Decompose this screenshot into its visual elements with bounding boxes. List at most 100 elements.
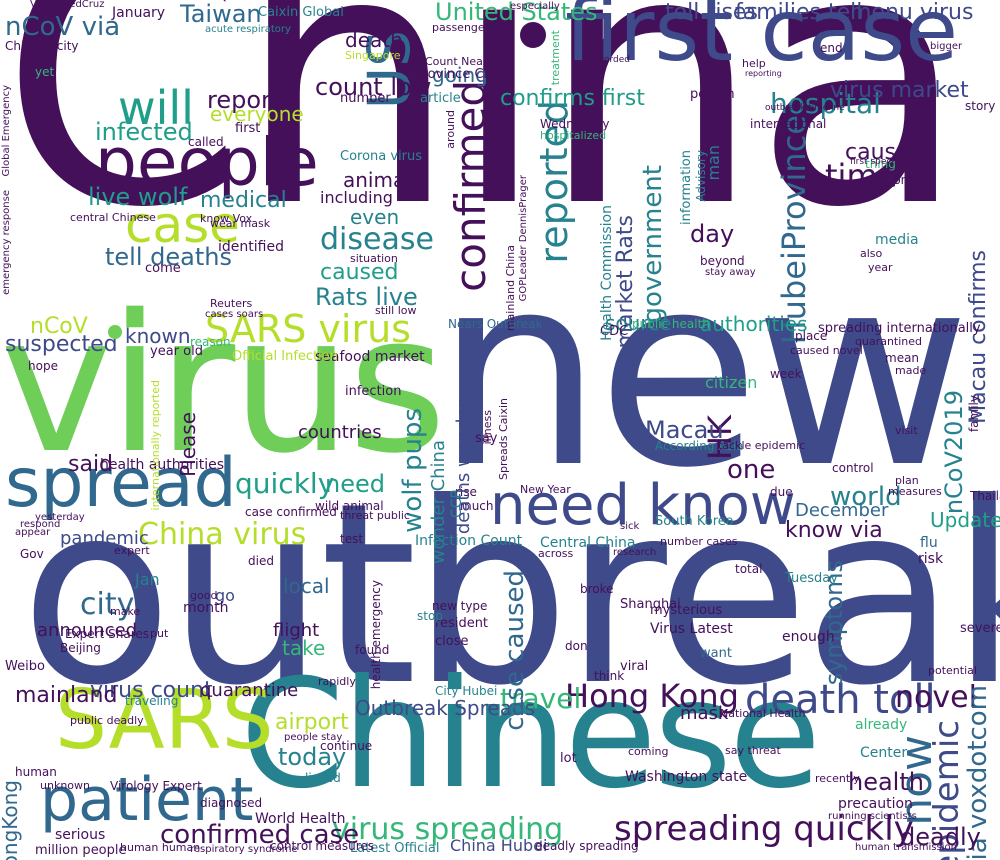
word-including: including — [320, 188, 393, 207]
word-measures: measures — [888, 485, 942, 498]
word-public-deadly: public deadly — [70, 714, 144, 727]
word-respond: respond — [20, 519, 61, 530]
word-jan: Jan — [135, 570, 160, 589]
word-risk: risk — [918, 551, 944, 567]
word-year: year — [868, 261, 893, 274]
word-taiwan: Taiwan — [180, 0, 262, 28]
word-cases-soars: cases soars — [205, 309, 264, 320]
word-spreads-caixin: Spreads Caixin — [497, 398, 510, 480]
word-coming: coming — [628, 745, 669, 758]
word-hong-kong: Hong Kong — [565, 677, 739, 715]
word-caused: caused — [320, 260, 399, 285]
word-diagnosed: diagnosed — [200, 796, 263, 810]
word-wednesday: Wednesday — [540, 117, 610, 131]
word-case: case — [125, 196, 240, 254]
word-potential: potential — [928, 664, 977, 677]
word-gopleader: GOPLeader DennisPrager — [518, 175, 529, 302]
word-live-wolf: live wolf — [88, 183, 188, 211]
word-patient: patient — [40, 765, 254, 835]
word-quickly: quickly — [235, 467, 335, 500]
word-unknown: unknown — [40, 779, 90, 792]
word-take: take — [282, 636, 326, 660]
word-cdc: CDC — [600, 324, 629, 339]
word-official-infection: Official Infection — [232, 349, 338, 364]
word-beyond: beyond — [700, 254, 745, 268]
word-nears-outbreak: Nears Outbreak — [448, 317, 543, 331]
word-say: say — [475, 431, 498, 446]
word-suspected: suspected — [5, 332, 118, 357]
word-vp-sentedcruz: VP SenTedCruz — [30, 0, 105, 10]
word-serious: serious — [55, 827, 106, 843]
word-precaution: precaution — [838, 796, 913, 812]
word-december: December — [795, 500, 889, 521]
word-virology-expert: Virology Expert — [110, 779, 202, 793]
word-gov: Gov — [20, 547, 44, 561]
word-virus-latest: Virus Latest — [650, 621, 733, 637]
word-health-commission: Health Commission — [599, 205, 615, 341]
word-wild-animal: wild animal — [315, 499, 384, 513]
word-price: price — [486, 108, 499, 136]
word-flight: flight — [273, 620, 320, 641]
word-pandemic: pandemic — [60, 528, 149, 549]
word-running-scientists: running scientists — [828, 811, 917, 822]
word-passenger: passenger — [432, 21, 490, 34]
word-reporting: reporting — [745, 69, 782, 78]
word-known: known — [125, 324, 191, 348]
word-animal: animal — [343, 168, 411, 192]
word-people: people — [95, 124, 319, 201]
word-human-human: human human — [120, 841, 201, 854]
word-taken: taken — [313, 24, 341, 35]
word-province-china: Province China — [415, 67, 512, 82]
word-weibo: Weibo — [5, 659, 45, 674]
word-caixin-global: Caixin Global — [258, 5, 344, 20]
word-new: new — [435, 218, 971, 526]
word-virus: virus — [0, 274, 447, 495]
word-local: local — [283, 574, 330, 598]
word-year-old: year old — [150, 344, 203, 359]
word-spreading-quickly: spreading quickly — [614, 809, 914, 849]
word-mask: mask — [680, 703, 729, 724]
word-already: already — [855, 717, 908, 733]
word-plan: plan — [895, 474, 919, 487]
word-research: research — [613, 547, 657, 558]
word-sars-virus: SARS virus — [205, 307, 411, 351]
word-international: international — [750, 117, 827, 131]
word-good: good — [190, 589, 218, 602]
word-world: world — [830, 482, 902, 512]
word-outbreak: outbreak — [20, 449, 1000, 740]
word-rapidly: rapidly — [318, 675, 356, 688]
word-hope: hope — [28, 359, 58, 373]
word-go: go — [215, 586, 235, 605]
word-first: first — [235, 121, 261, 136]
word-sick: sick — [620, 521, 640, 532]
word-put: put — [150, 627, 169, 640]
word-hongkong: HongKong — [0, 780, 22, 860]
word-disease: disease — [320, 222, 434, 257]
word-resident: resident — [435, 616, 489, 631]
word-latest-official: Latest Official — [350, 841, 440, 856]
word-case-caused: case caused — [500, 570, 530, 731]
word-mean: mean — [885, 351, 920, 365]
word-mysterious: mysterious — [650, 603, 723, 618]
word-come: come — [145, 261, 181, 276]
word-reuters: Reuters — [210, 297, 253, 310]
word-china-virus: China virus — [138, 517, 307, 552]
word-citizen: citizen — [705, 373, 758, 392]
word-families-tell: families tell — [735, 0, 863, 25]
word-seafood-market: seafood market — [315, 349, 425, 365]
word-human: human — [15, 765, 57, 779]
word-month: month — [183, 600, 229, 616]
word-respiratory-syndrome: respiratory syndrome — [190, 844, 298, 855]
word-new-year: New Year — [520, 483, 571, 496]
word-appear: appear — [15, 527, 51, 538]
word-made: made — [895, 364, 927, 377]
word-due: due — [770, 485, 793, 499]
word-health-emergency: health emergency — [369, 580, 383, 690]
word-washington-state: Washington state — [625, 769, 748, 785]
word-update: Update — [930, 508, 1000, 532]
word-person: person — [690, 87, 735, 102]
word-yesterday: yesterday — [35, 512, 85, 523]
word-countries: countries — [298, 422, 382, 443]
word-chinese: Chinese — [240, 648, 821, 822]
